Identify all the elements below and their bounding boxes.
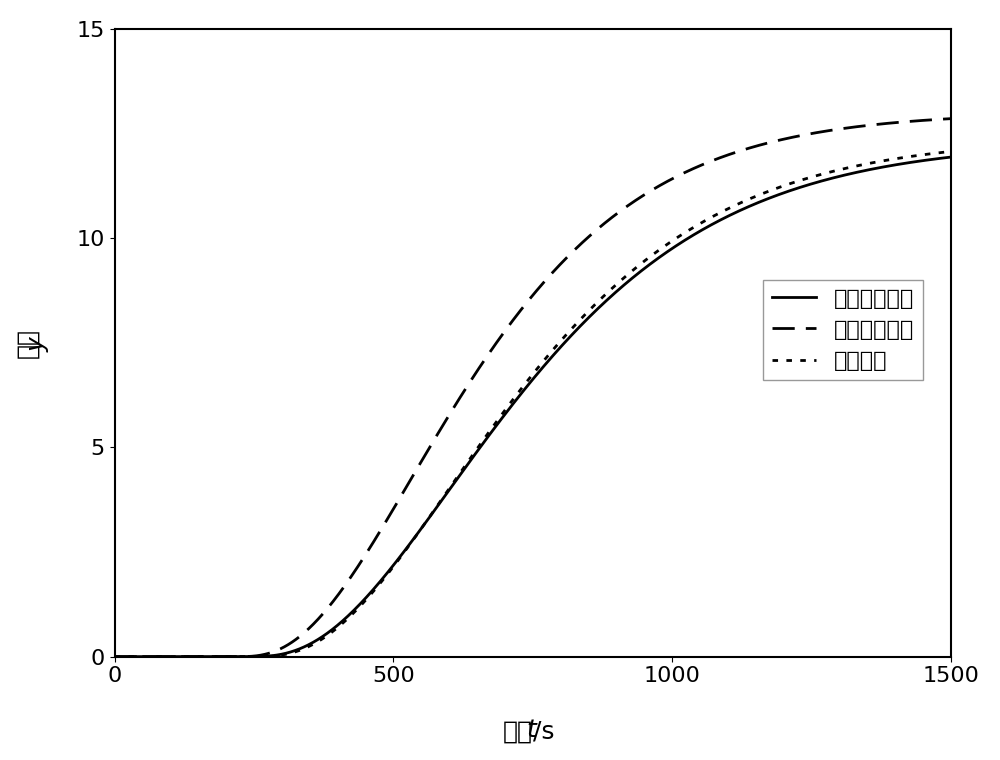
基本蚁群算法 [945,114,957,123]
Legend: 改进蚁群算法, 基本蚁群算法, 实际输出: 改进蚁群算法, 基本蚁群算法, 实际输出 [763,280,923,380]
基本蚁群算法 [928,115,940,124]
Text: $y$: $y$ [28,334,51,352]
实际输出 [429,504,441,513]
改进蚁群算法 [254,652,266,661]
改进蚁群算法 [429,505,441,514]
实际输出 [928,149,940,158]
改进蚁群算法 [465,454,477,464]
基本蚁群算法 [254,651,266,660]
Line: 改进蚁群算法: 改进蚁群算法 [115,157,951,657]
改进蚁群算法 [204,652,216,661]
基本蚁群算法 [838,124,850,133]
Text: 时间: 时间 [503,720,533,743]
实际输出 [204,652,216,661]
基本蚁群算法 [429,433,441,442]
Line: 实际输出: 实际输出 [115,151,951,657]
Line: 基本蚁群算法: 基本蚁群算法 [115,119,951,657]
基本蚁群算法 [204,652,216,661]
实际输出 [254,652,266,661]
改进蚁群算法 [945,153,957,162]
改进蚁群算法 [109,652,121,661]
基本蚁群算法 [109,652,121,661]
改进蚁群算法 [928,154,940,163]
改进蚁群算法 [838,171,850,180]
基本蚁群算法 [465,375,477,385]
实际输出 [465,452,477,461]
Text: /s: /s [533,720,554,743]
实际输出 [109,652,121,661]
实际输出 [838,164,850,173]
Text: 输出: 输出 [15,328,39,358]
Text: $t$: $t$ [526,720,539,743]
实际输出 [945,147,957,156]
